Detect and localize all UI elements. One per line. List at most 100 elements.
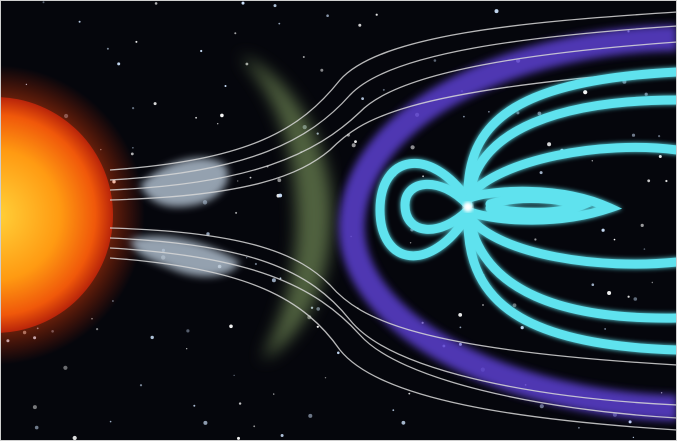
star [591, 160, 593, 162]
star [604, 328, 606, 330]
magnetic-field-lines [375, 67, 677, 355]
star [640, 223, 644, 227]
star [254, 262, 257, 266]
star [627, 295, 630, 298]
star [539, 171, 543, 175]
star [246, 257, 248, 259]
star [34, 425, 39, 430]
star [539, 404, 544, 409]
star [200, 49, 203, 53]
star [302, 56, 305, 58]
star [238, 402, 242, 405]
star [375, 13, 378, 16]
star [186, 329, 190, 333]
star [106, 47, 109, 50]
star [235, 211, 238, 214]
earth [463, 202, 473, 212]
star [320, 68, 324, 72]
star [358, 23, 362, 27]
star [193, 404, 196, 407]
star [459, 326, 462, 329]
star [310, 306, 314, 309]
solar-wind-lines [109, 11, 677, 431]
sun [0, 97, 113, 333]
star [132, 147, 134, 149]
star [547, 142, 552, 147]
star [591, 283, 595, 287]
star [234, 32, 237, 35]
star [220, 113, 224, 118]
star [583, 90, 588, 95]
star [237, 180, 239, 182]
star [647, 179, 651, 183]
star [463, 115, 465, 118]
star [660, 392, 663, 394]
star [665, 179, 668, 183]
star [392, 409, 395, 412]
star [253, 425, 256, 428]
star [135, 40, 138, 43]
star [534, 238, 537, 241]
star [408, 392, 411, 395]
star [195, 116, 198, 119]
star [109, 420, 112, 423]
star [643, 248, 646, 250]
star [382, 88, 385, 91]
star [229, 324, 233, 329]
star [280, 434, 284, 437]
star [273, 4, 277, 8]
star [32, 405, 37, 410]
star [494, 9, 499, 14]
star [132, 107, 135, 110]
star [139, 384, 143, 387]
solar-wind-clouds [130, 157, 240, 277]
star [633, 297, 638, 301]
star [632, 436, 635, 439]
magnetopause [338, 25, 677, 421]
star [337, 351, 340, 355]
star [72, 435, 77, 441]
star [516, 111, 520, 115]
star [512, 303, 517, 308]
star [271, 278, 276, 283]
star [658, 135, 661, 138]
star [537, 111, 542, 116]
star [316, 307, 321, 311]
star [277, 178, 282, 183]
star [409, 242, 412, 244]
star [324, 377, 327, 379]
star [433, 59, 437, 62]
star [273, 393, 275, 395]
star [482, 304, 484, 306]
star [233, 374, 235, 376]
star [644, 92, 648, 96]
star [651, 281, 653, 284]
star [249, 176, 252, 179]
star [488, 111, 490, 113]
star [316, 325, 319, 328]
star [631, 133, 636, 137]
star [96, 328, 99, 331]
star [42, 1, 45, 4]
star [117, 62, 121, 66]
star [326, 14, 329, 17]
star [308, 413, 313, 418]
star [351, 143, 356, 148]
star [278, 22, 281, 25]
star [217, 123, 219, 125]
star [410, 145, 415, 150]
star [224, 85, 227, 87]
star [607, 291, 612, 295]
star [628, 420, 632, 424]
star [186, 348, 188, 350]
star [458, 313, 463, 317]
star [520, 326, 524, 330]
star [241, 1, 245, 5]
star [316, 132, 319, 135]
star [278, 193, 283, 198]
star [401, 420, 406, 425]
star [613, 238, 616, 241]
star [237, 436, 240, 440]
